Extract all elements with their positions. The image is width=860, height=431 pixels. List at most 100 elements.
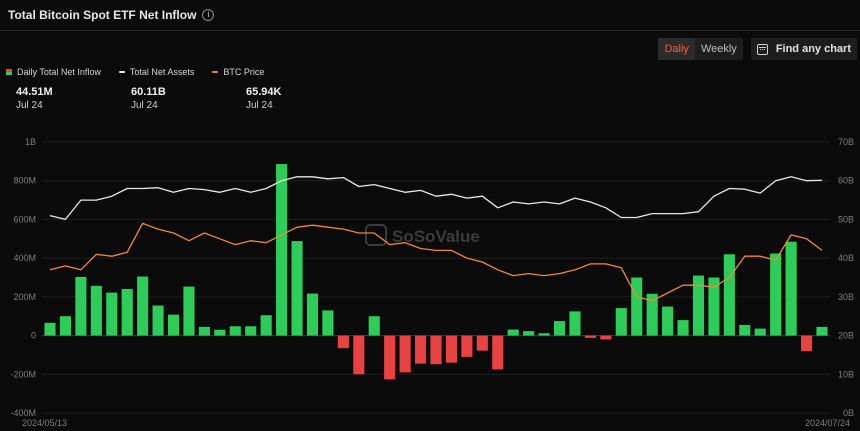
legend-label-total-net-assets: Total Net Assets <box>129 67 195 77</box>
net-inflow-bar <box>708 277 720 336</box>
left-axis-tick: 600M <box>13 214 36 224</box>
series-lines <box>49 176 823 302</box>
left-axis-tick: 200M <box>13 292 36 302</box>
left-axis-tick: -400M <box>10 408 36 418</box>
net-inflow-bar <box>646 293 658 336</box>
net-inflow-bar <box>353 335 365 375</box>
legend-swatch-white-line <box>118 71 125 73</box>
legend-item-btc-price[interactable]: BTC Price <box>212 67 264 77</box>
net-inflow-bar <box>415 335 427 364</box>
left-axis-tick: -200M <box>10 369 36 379</box>
net-inflow-bar <box>600 335 612 340</box>
net-inflow-bar <box>662 306 674 336</box>
x-axis-tick-start: 2024/05/13 <box>22 418 67 428</box>
net-inflow-bar <box>445 335 457 363</box>
left-axis-tick: 400M <box>13 253 36 263</box>
left-axis-tick: 0 <box>31 331 36 341</box>
net-inflow-bar <box>584 335 596 338</box>
legend-label-btc-price: BTC Price <box>223 67 265 77</box>
net-inflow-bar <box>615 308 627 336</box>
net-inflow-bar <box>492 335 504 370</box>
net-inflow-bar <box>183 286 195 336</box>
left-axis-tick: 1B <box>25 137 36 147</box>
legend-swatch-orange-line <box>212 71 219 73</box>
net-inflow-bar <box>754 328 766 336</box>
net-inflow-bar <box>677 320 689 336</box>
find-any-chart-button[interactable]: Find any chart <box>750 38 857 60</box>
net-inflow-bar <box>75 276 87 336</box>
axis-labels: -400M 0B -200M 10B 0 20B 200M 30B 400M 40B 600M 50B… <box>10 137 854 428</box>
stat-date-total-net-assets: Jul 24 <box>131 100 158 111</box>
total-net-assets-line <box>49 176 823 221</box>
net-inflow-bar <box>538 333 550 336</box>
right-axis-tick: 20B <box>838 331 854 341</box>
watermark-text: SoSoValue <box>392 227 480 246</box>
period-toggle: Daliy Weekly <box>658 38 743 60</box>
net-inflow-bar <box>770 253 782 336</box>
net-inflow-bar <box>692 275 705 336</box>
net-inflow-bar <box>553 321 566 336</box>
net-inflow-bar <box>198 326 210 336</box>
net-inflow-bar <box>306 293 319 336</box>
right-axis-tick: 60B <box>838 176 854 186</box>
info-icon[interactable]: i <box>202 9 215 21</box>
net-inflow-bar <box>785 241 797 336</box>
legend-item-net-inflow[interactable]: Daily Total Net Inflow <box>6 67 101 77</box>
tab-daily[interactable]: Daliy <box>658 38 695 60</box>
net-inflow-bar <box>322 310 334 336</box>
net-inflow-bar <box>368 316 380 336</box>
net-inflow-bar <box>476 335 488 351</box>
net-inflow-bar <box>569 311 581 336</box>
chart-legend: Daily Total Net Inflow Total Net Assets … <box>6 67 264 77</box>
legend-swatch-bar <box>6 69 12 75</box>
right-axis-tick: 70B <box>838 137 854 147</box>
right-axis-tick: 50B <box>838 214 854 224</box>
chart-plot: SoSoValue -400M 0B -200M 10B 0 20B 200M 30B 400M… <box>10 137 854 428</box>
calendar-icon <box>756 43 768 55</box>
net-inflow-bar <box>384 335 396 380</box>
net-inflow-bar <box>723 254 735 336</box>
net-inflow-bar <box>59 316 71 336</box>
net-inflow-bar <box>337 335 349 349</box>
net-inflow-bar <box>276 164 288 336</box>
stat-btc-price: 65.94K Jul 24 <box>246 86 361 111</box>
net-inflow-bar <box>214 329 226 336</box>
net-inflow-bars <box>44 164 828 380</box>
right-axis-tick: 0B <box>843 408 854 418</box>
net-inflow-bar <box>245 326 257 336</box>
title-text: Total Bitcoin Spot ETF Net Inflow <box>8 8 197 22</box>
chart-controls: Daliy Weekly Find any chart <box>658 38 857 60</box>
net-inflow-bar <box>523 331 535 336</box>
stat-value-btc-price: 65.94K <box>246 86 282 98</box>
legend-item-total-net-assets[interactable]: Total Net Assets <box>118 67 195 77</box>
latest-values: 44.51M Jul 24 60.11B Jul 24 65.94K Jul 2… <box>16 86 361 111</box>
net-inflow-bar <box>152 305 164 336</box>
right-axis-tick: 40B <box>838 253 854 263</box>
net-inflow-bar <box>816 326 828 336</box>
net-inflow-bar <box>801 335 813 352</box>
net-inflow-bar <box>167 314 180 336</box>
tab-weekly[interactable]: Weekly <box>700 43 737 55</box>
card-header: Total Bitcoin Spot ETF Net Inflow i <box>0 0 860 31</box>
net-inflow-bar <box>44 322 56 336</box>
net-inflow-bar <box>291 241 303 336</box>
net-inflow-bar <box>507 329 519 336</box>
stat-total-net-assets: 60.11B Jul 24 <box>131 86 246 111</box>
stat-value-total-net-assets: 60.11B <box>131 86 166 98</box>
net-inflow-bar <box>229 326 241 336</box>
net-inflow-bar <box>631 277 643 336</box>
btc-price-line <box>49 222 823 302</box>
net-inflow-bar <box>739 324 751 336</box>
right-axis-tick: 10B <box>838 369 854 379</box>
net-inflow-bar <box>430 335 442 365</box>
stat-net-inflow: 44.51M Jul 24 <box>16 86 131 111</box>
x-axis-tick-end: 2024/07/24 <box>805 418 850 428</box>
net-inflow-bar <box>106 292 118 336</box>
stat-date-net-inflow: Jul 24 <box>16 100 43 111</box>
stat-value-net-inflow: 44.51M <box>16 86 53 98</box>
find-any-chart-label: Find any chart <box>775 43 851 55</box>
net-inflow-bar <box>121 288 133 336</box>
net-inflow-bar <box>260 315 272 336</box>
net-inflow-bar <box>461 335 473 357</box>
